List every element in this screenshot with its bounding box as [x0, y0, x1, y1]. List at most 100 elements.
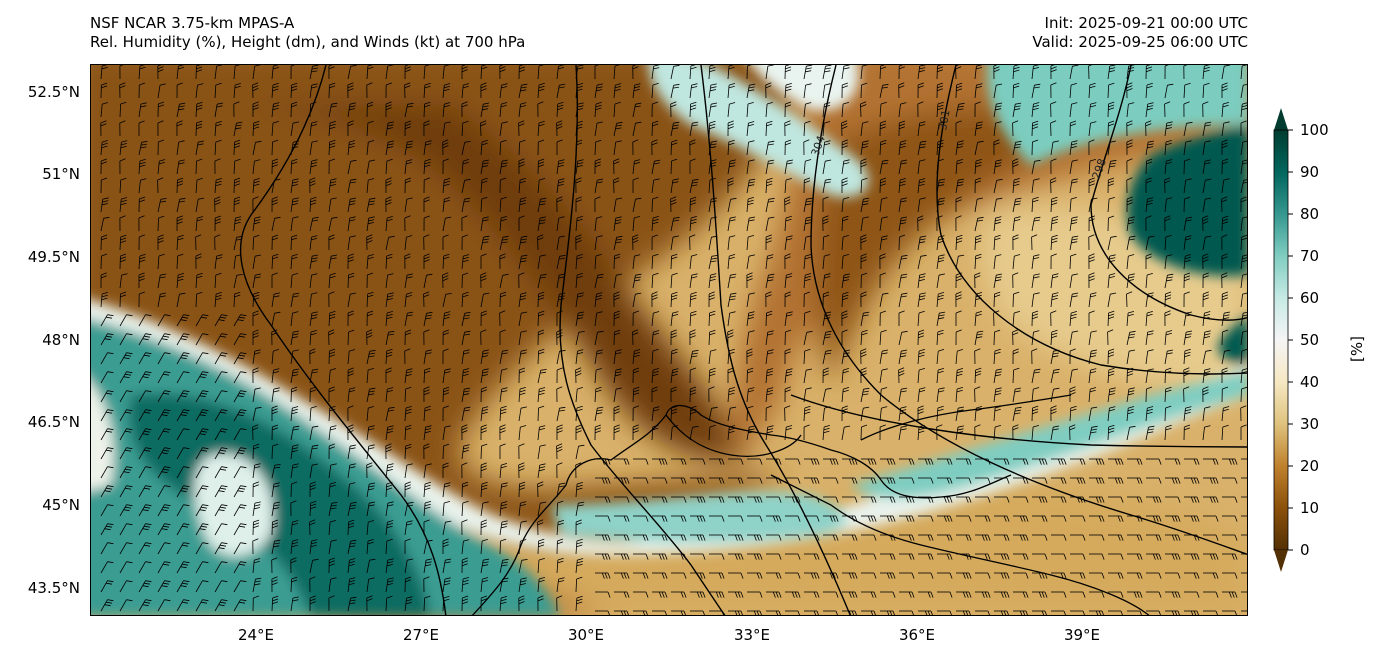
wind-barb: [1070, 572, 1086, 579]
wind-barb: [898, 159, 908, 175]
wind-barb: [594, 386, 602, 403]
wind-barb: [1240, 84, 1247, 99]
wind-barb: [1088, 102, 1097, 118]
wind-barb: [556, 443, 563, 460]
wind-barb: [233, 291, 241, 308]
wind-barb: [879, 159, 889, 175]
wind-barb: [366, 501, 376, 517]
wind-barb: [575, 558, 584, 574]
wind-barb: [842, 534, 858, 541]
wind-barb: [518, 539, 527, 555]
wind-barb: [671, 477, 687, 484]
wind-barb: [1146, 572, 1162, 579]
wind-barb: [651, 139, 658, 156]
colorbar-label: [%]: [1347, 336, 1366, 362]
wind-barb: [480, 177, 488, 194]
wind-barb: [860, 197, 870, 213]
wind-barb: [1221, 272, 1228, 289]
contour-label-301: 301: [936, 109, 952, 132]
wind-barb: [1031, 273, 1040, 289]
wind-barb: [728, 515, 744, 522]
wind-barb: [842, 477, 858, 484]
lon-label-24: 24°E: [237, 626, 275, 644]
wind-barb: [499, 443, 506, 459]
wind-barb: [1069, 216, 1078, 232]
wind-barb: [271, 443, 279, 460]
wind-barb: [366, 329, 373, 346]
wind-barb: [670, 311, 679, 327]
wind-barb: [709, 534, 725, 541]
wind-barb: [1183, 196, 1191, 213]
wind-barb: [1070, 458, 1086, 465]
wind-barb: [309, 444, 319, 460]
wind-barb: [195, 65, 203, 80]
wind-barb: [309, 406, 317, 422]
wind-barb: [822, 387, 832, 403]
wind-barb: [880, 477, 896, 484]
wind-barb: [328, 329, 335, 346]
wind-barb: [328, 197, 337, 213]
saturated-region-east: [1218, 316, 1247, 365]
wind-barb: [974, 101, 981, 118]
wind-barb: [1184, 496, 1200, 503]
wind-barb: [347, 159, 357, 175]
wind-barb: [537, 65, 545, 80]
wind-barb: [1050, 82, 1057, 99]
wind-barb: [499, 177, 507, 194]
wind-barb: [100, 253, 108, 270]
wind-barb: [214, 102, 224, 118]
colorbar-tick-30: 30: [1300, 415, 1320, 433]
wind-barb: [1126, 254, 1135, 270]
wind-barb: [252, 291, 260, 308]
wind-barb: [252, 481, 259, 498]
wind-barb: [328, 501, 338, 517]
wind-barb: [461, 197, 471, 213]
wind-barb: [784, 83, 792, 99]
wind-barb: [993, 310, 1000, 327]
wind-barb: [974, 253, 982, 270]
wind-barb: [614, 515, 630, 522]
wind-barb: [518, 311, 528, 327]
wind-barb: [290, 557, 297, 574]
wind-barb: [955, 196, 962, 212]
wind-barb: [347, 482, 356, 498]
wind-barb: [271, 387, 280, 403]
wind-barb: [290, 65, 295, 80]
wind-barb: [1240, 102, 1247, 118]
wind-barb: [803, 330, 813, 346]
humidity-field: [91, 65, 1247, 615]
wind-barb: [936, 215, 943, 232]
wind-barb: [1031, 216, 1041, 232]
wind-barb: [309, 539, 318, 555]
wind-barb: [1032, 458, 1048, 465]
wind-barb: [766, 591, 782, 598]
wind-barb: [100, 140, 109, 156]
wind-barb: [385, 367, 392, 383]
wind-barb: [994, 496, 1010, 503]
wind-barb: [975, 534, 991, 541]
wind-barb: [423, 65, 430, 80]
wind-barb: [1108, 610, 1123, 615]
wind-barb: [728, 534, 744, 541]
wind-barb: [1070, 610, 1085, 615]
wind-barb: [804, 458, 820, 465]
wind-barb: [709, 458, 725, 465]
wind-barb: [595, 591, 611, 598]
wind-barb: [632, 310, 640, 327]
wind-barb: [633, 572, 649, 579]
coastlines: [471, 394, 1150, 615]
wind-barb: [765, 273, 775, 289]
wind-barb: [899, 496, 915, 503]
wind-barb: [613, 83, 622, 99]
wind-barb: [1145, 197, 1154, 213]
wind-barb: [880, 458, 896, 465]
wind-barb: [804, 534, 820, 541]
wind-barb: [138, 65, 146, 80]
wind-barb: [1183, 216, 1193, 232]
wind-barb: [404, 463, 413, 479]
wind-barb: [670, 272, 678, 289]
wind-barb: [1032, 572, 1048, 579]
wind-barb: [385, 311, 394, 327]
wind-barb: [271, 464, 281, 479]
wind-barb: [822, 273, 831, 289]
